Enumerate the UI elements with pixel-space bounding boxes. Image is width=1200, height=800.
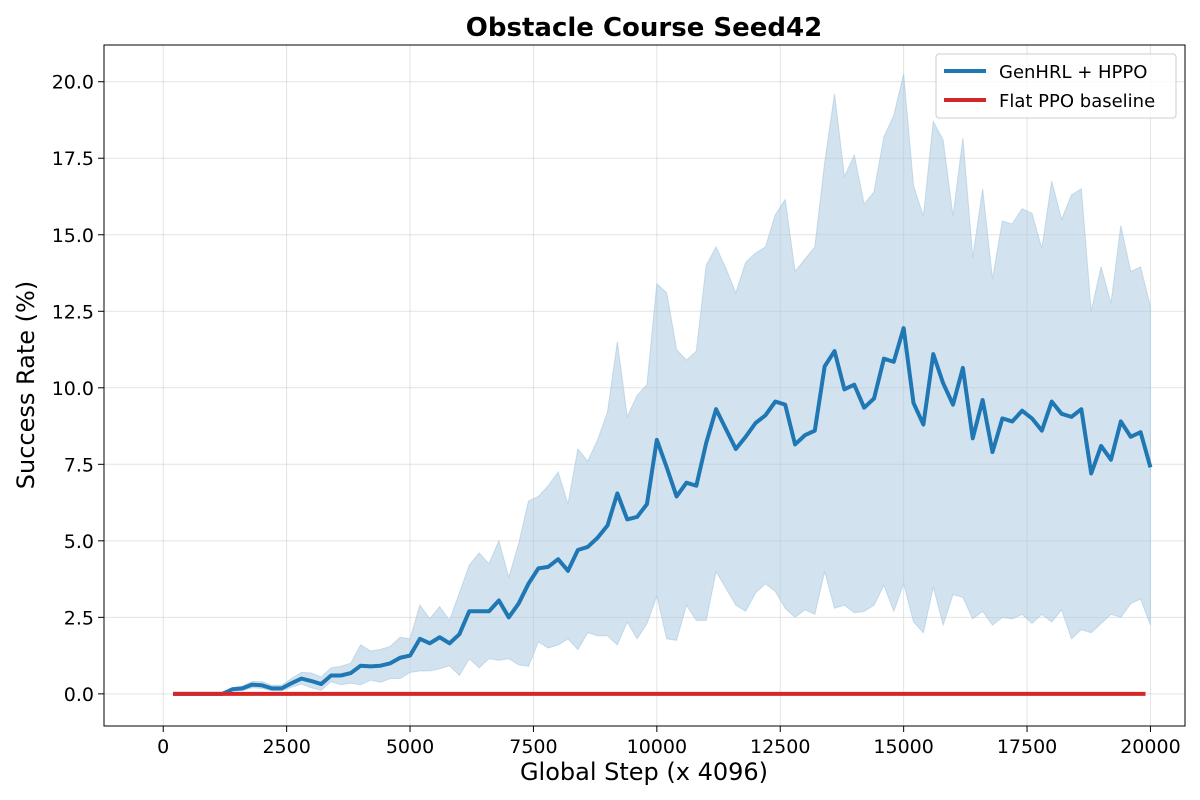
chart-title: Obstacle Course Seed42 [466, 13, 822, 43]
x-tick-label: 20000 [1120, 736, 1180, 758]
y-tick-label: 15.0 [52, 225, 94, 247]
y-tick-label: 0.0 [64, 684, 94, 706]
y-tick-label: 12.5 [52, 301, 94, 323]
legend-label-0: GenHRL + HPPO [999, 62, 1147, 83]
y-tick-label: 2.5 [64, 607, 94, 629]
legend-label-1: Flat PPO baseline [999, 91, 1155, 112]
x-tick-label: 17500 [997, 736, 1057, 758]
y-tick-label: 20.0 [52, 72, 94, 94]
x-tick-label: 0 [157, 736, 169, 758]
x-tick-label: 5000 [386, 736, 434, 758]
y-tick-label: 5.0 [64, 531, 94, 553]
series-lines [173, 326, 1153, 696]
x-axis-label: Global Step (x 4096) [520, 758, 768, 786]
x-tick-label: 2500 [262, 736, 310, 758]
y-tick-label: 7.5 [64, 454, 94, 476]
y-tick-label: 17.5 [52, 148, 94, 170]
x-tick-label: 15000 [873, 736, 933, 758]
y-tick-label: 10.0 [52, 378, 94, 400]
series-0-line [173, 326, 1153, 696]
legend: GenHRL + HPPO Flat PPO baseline [935, 53, 1177, 119]
plot-frame [103, 44, 1186, 727]
y-axis-ticks: 0.0 2.5 5.0 7.5 10.0 12.5 15.0 17.5 20.0 [52, 72, 104, 706]
x-tick-label: 7500 [509, 736, 557, 758]
y-axis-label: Success Rate (%) [12, 281, 40, 489]
x-tick-label: 12500 [750, 736, 810, 758]
x-axis-ticks: 0 2500 5000 7500 10000 12500 15000 17500 20000 [157, 726, 1181, 758]
legend-box [935, 53, 1177, 119]
x-tick-label: 10000 [627, 736, 687, 758]
